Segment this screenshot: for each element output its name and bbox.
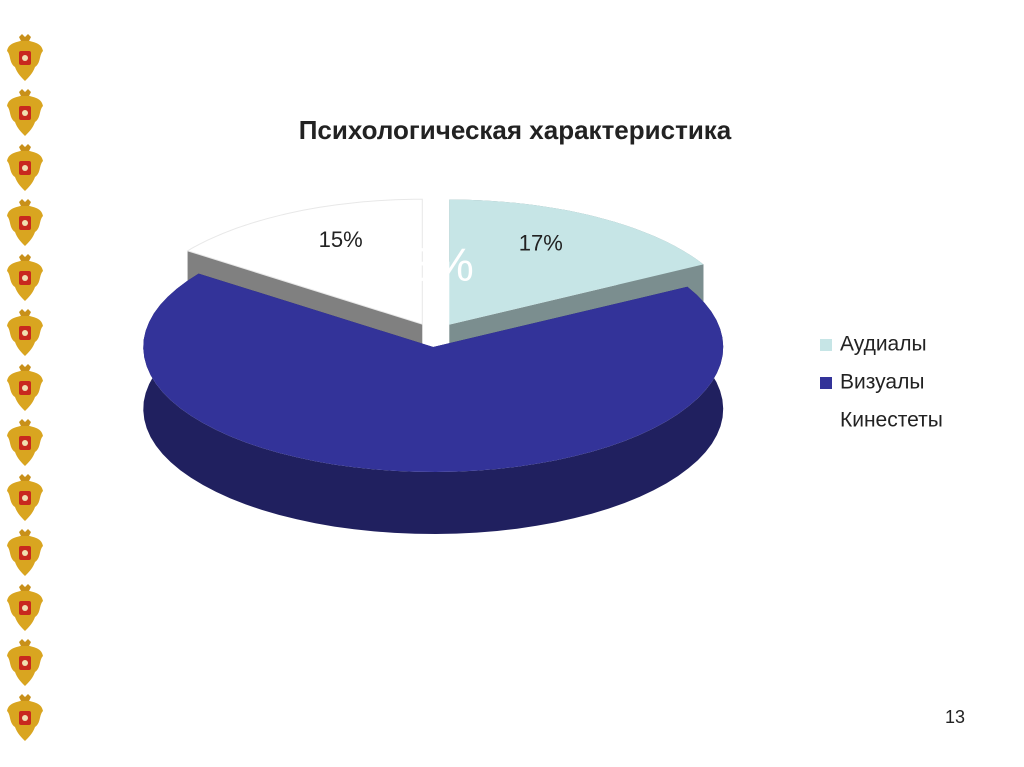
legend-label: Визуалы <box>840 371 924 394</box>
slice <box>186 198 423 325</box>
slice-side <box>143 273 724 534</box>
data-label: 68% <box>382 239 474 291</box>
legend-marker <box>820 377 832 389</box>
pie: 15% 17% 68% <box>143 198 724 534</box>
slice <box>449 199 704 325</box>
legend-label: Кинестеты <box>840 409 943 432</box>
legend-marker <box>820 415 832 427</box>
page-number: 13 <box>945 707 965 727</box>
chart-title: Психологическая характеристика <box>299 115 732 145</box>
data-label: 17% <box>519 230 563 255</box>
slice <box>143 273 724 472</box>
data-label: 15% <box>319 227 363 252</box>
legend-marker <box>820 339 832 351</box>
legend: Аудиалы Визуалы Кинестеты <box>820 333 943 432</box>
legend-label: Аудиалы <box>840 333 927 356</box>
